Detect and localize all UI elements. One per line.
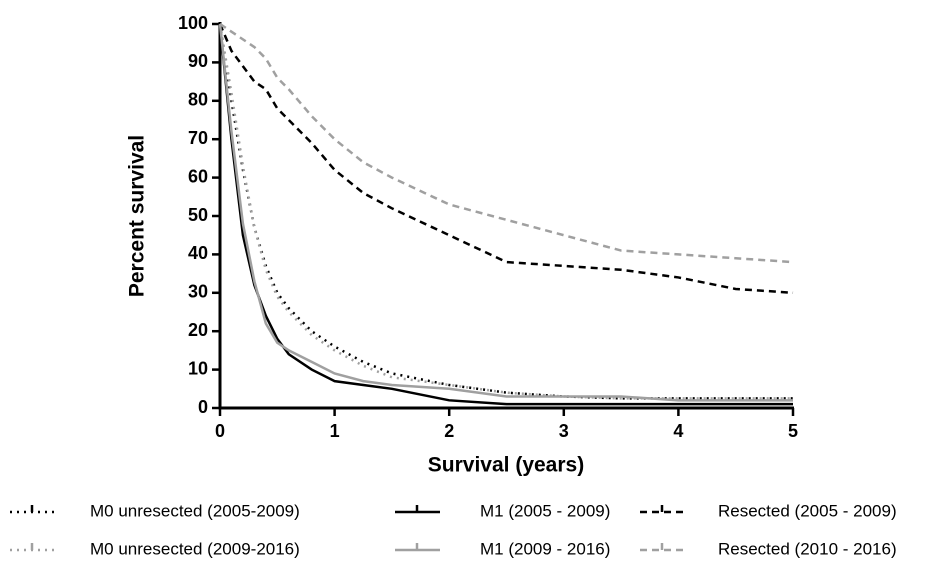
y-tick-label: 70 [188,128,208,148]
x-tick-label: 4 [673,421,683,441]
y-tick-label: 80 [188,90,208,110]
y-tick-label: 20 [188,320,208,340]
y-tick-label: 60 [188,166,208,186]
survival-line [218,23,794,295]
y-tick-label: 40 [188,243,208,263]
legend-label: M0 unresected (2009-2016) [90,539,300,558]
x-axis-title: Survival (years) [428,454,584,477]
y-tick-label: 10 [188,358,208,378]
y-tick-label: 50 [188,205,208,225]
legend-label: Resected (2010 - 2016) [718,539,897,558]
y-tick-label: 0 [198,397,208,417]
x-tick-label: 5 [788,421,798,441]
survival-line [218,23,793,400]
x-tick-label: 2 [444,421,454,441]
legend-label: M1 (2009 - 2016) [480,539,610,558]
legend-label: M1 (2005 - 2009) [480,501,610,520]
y-axis-title: Percent survival [126,135,149,297]
legend-label: Resected (2005 - 2009) [718,501,897,520]
legend-label: M0 unresected (2005-2009) [90,501,300,520]
x-tick-label: 0 [215,421,225,441]
survival-line [218,23,793,400]
y-tick-label: 100 [178,13,208,33]
x-tick-label: 3 [559,421,569,441]
y-tick-label: 90 [188,51,208,71]
survival-line [218,23,793,402]
survival-line [219,22,794,264]
y-tick-label: 30 [188,282,208,302]
x-tick-label: 1 [330,421,340,441]
survival-line [218,23,793,406]
